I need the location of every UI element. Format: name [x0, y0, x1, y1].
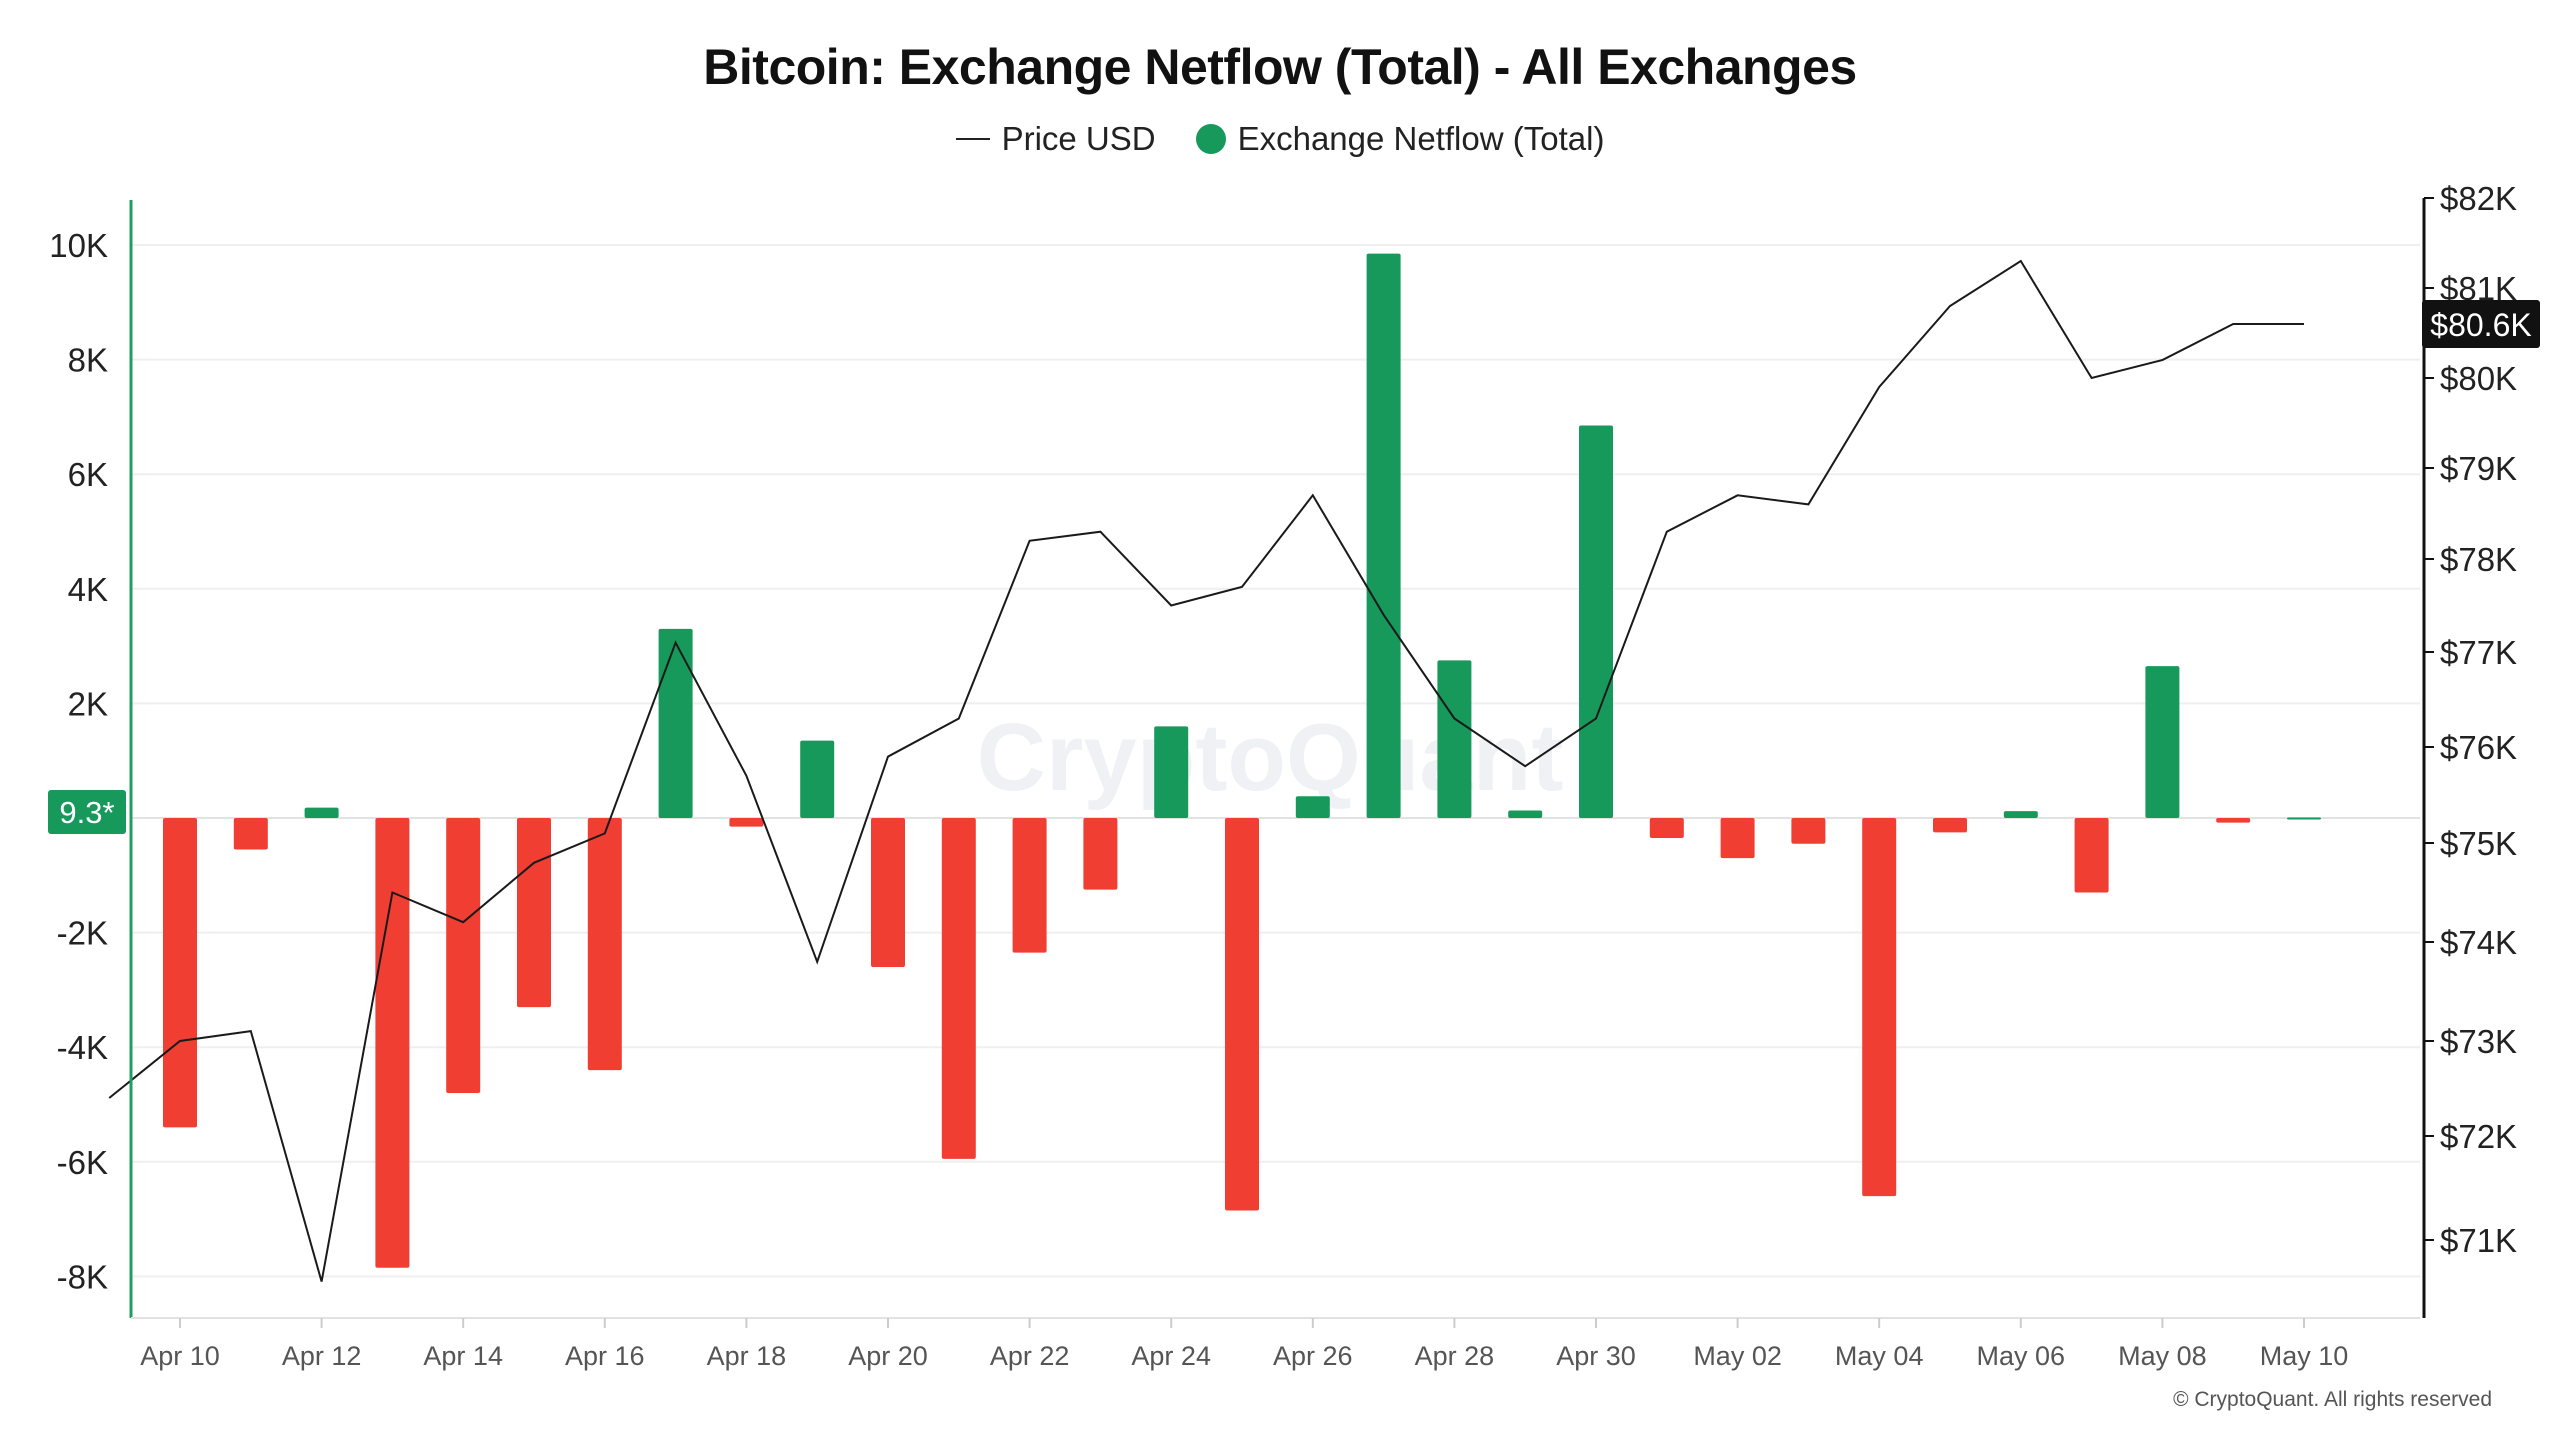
right-tick-label: $72K [2440, 1118, 2517, 1155]
grid [131, 244, 2420, 1278]
left-tick-label: -4K [57, 1029, 108, 1066]
x-tick-label: May 06 [1977, 1341, 2066, 1371]
netflow-bar [1012, 818, 1047, 953]
left-tick-label: 4K [68, 571, 108, 608]
x-tick-label: Apr 30 [1556, 1341, 1636, 1371]
netflow-bar [233, 818, 268, 850]
netflow-bar [658, 628, 693, 818]
value-badges: 9.3* $80.6K [48, 300, 2540, 834]
left-tick-label: 6K [68, 456, 108, 493]
right-tick-label: $78K [2440, 541, 2517, 578]
netflow-bar [2216, 818, 2251, 823]
netflow-bar [2074, 818, 2109, 893]
netflow-bar [1862, 818, 1897, 1197]
netflow-bar [1437, 660, 1472, 818]
netflow-bar [1225, 818, 1259, 1211]
left-tick-label: -8K [57, 1258, 108, 1295]
netflow-bar [1933, 818, 1967, 833]
x-tick-label: Apr 18 [707, 1341, 787, 1371]
current-netflow-badge [48, 790, 126, 834]
netflow-bar [304, 807, 339, 818]
netflow-bar [1083, 818, 1118, 890]
left-tick-label: 10K [49, 227, 108, 264]
price-line-group [108, 259, 2304, 1282]
x-tick-label: Apr 20 [848, 1341, 928, 1371]
right-tick-label: $71K [2440, 1222, 2517, 1259]
netflow-bar [1579, 425, 1613, 818]
right-tick-label: $74K [2440, 924, 2517, 961]
netflow-bars [163, 253, 2321, 1268]
right-tick-label: $76K [2440, 729, 2517, 766]
right-tick-label: $82K [2440, 180, 2517, 217]
axes: -8K -6K -4K -2K 2K 4K 6K 8K 10K $71K $72K $73K $74K $… [49, 180, 2517, 1371]
legend-label-price: Price USD [1001, 120, 1156, 157]
right-tick-label: $80K [2440, 360, 2517, 397]
netflow-bar [1366, 253, 1401, 819]
netflow-bar [800, 740, 835, 818]
left-tick-label: 8K [68, 342, 108, 379]
x-tick-label: Apr 10 [140, 1341, 220, 1371]
left-tick-label: -6K [57, 1144, 108, 1181]
left-tick-label: -2K [57, 915, 108, 952]
price-line [108, 259, 2304, 1282]
right-tick-label: $79K [2440, 450, 2517, 487]
netflow-bar [587, 818, 622, 1071]
copyright-footer: © CryptoQuant. All rights reserved [2173, 1388, 2492, 1411]
watermark: CryptoQuant [977, 704, 1564, 811]
legend-label-netflow: Exchange Netflow (Total) [1237, 120, 1605, 157]
x-tick-label: May 04 [1835, 1341, 1924, 1371]
netflow-bar [2145, 666, 2180, 818]
netflow-bar [1508, 810, 1543, 818]
right-tick-label: $73K [2440, 1023, 2517, 1060]
x-tick-label: Apr 28 [1415, 1341, 1495, 1371]
netflow-bar [941, 818, 976, 1159]
x-tick-label: Apr 14 [423, 1341, 503, 1371]
legend-item-price[interactable]: Price USD [955, 120, 1156, 158]
netflow-bar [1720, 818, 1755, 859]
netflow-bar [517, 818, 551, 1008]
x-tick-label: Apr 12 [282, 1341, 362, 1371]
legend-item-netflow[interactable]: Exchange Netflow (Total) [1195, 120, 1605, 158]
x-tick-label: May 02 [1693, 1341, 1782, 1371]
netflow-bar [729, 818, 764, 827]
x-tick-label: May 08 [2118, 1341, 2207, 1371]
chart-title: Bitcoin: Exchange Netflow (Total) - All … [703, 39, 1857, 95]
netflow-bar [1295, 796, 1330, 818]
netflow-bar [375, 818, 410, 1268]
x-tick-label: Apr 22 [990, 1341, 1070, 1371]
netflow-bar [1791, 818, 1826, 844]
current-price-badge [2422, 300, 2540, 348]
netflow-bar [871, 818, 905, 967]
right-tick-label: $77K [2440, 634, 2517, 671]
line-icon [955, 138, 990, 140]
current-netflow-label: 9.3* [59, 795, 114, 830]
netflow-bar [1649, 818, 1684, 839]
netflow-bar [1154, 726, 1189, 818]
netflow-bar [163, 818, 197, 1128]
x-tick-label: May 10 [2260, 1341, 2349, 1371]
dot-icon [1195, 124, 1226, 154]
right-tick-label: $75K [2440, 825, 2517, 862]
netflow-bar [2287, 817, 2321, 820]
netflow-bar [2003, 811, 2038, 818]
x-tick-label: Apr 16 [565, 1341, 645, 1371]
current-price-label: $80.6K [2430, 307, 2531, 343]
x-tick-label: Apr 24 [1131, 1341, 1211, 1371]
legend: Price USD Exchange Netflow (Total) [0, 120, 2560, 158]
x-tick-label: Apr 26 [1273, 1341, 1353, 1371]
left-tick-label: 2K [68, 685, 108, 722]
netflow-bar [446, 818, 481, 1094]
